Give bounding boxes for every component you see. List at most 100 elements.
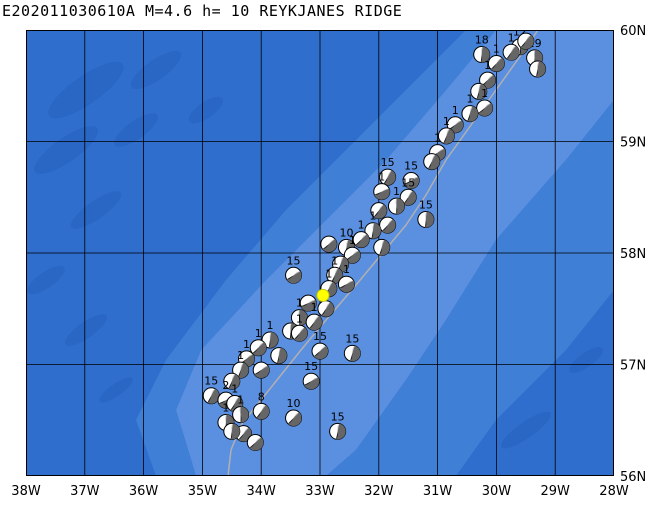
mechanism-depth-label: 1 [237,349,244,362]
focal-mechanism[interactable]: 18 [473,34,493,65]
focal-mechanism[interactable]: 1 [337,263,355,293]
x-tick-label: 29W [540,484,570,499]
mechanism-depth-label: 15 [404,160,418,173]
focal-mechanism[interactable]: 15 [417,199,437,230]
beachball-shade [252,342,267,356]
beachball-shade [335,423,346,440]
focal-mechanism[interactable]: 15 [311,330,330,361]
beachball-shade [395,198,405,215]
beachball-shade [490,57,505,72]
focal-mechanism[interactable]: 1 [343,234,362,265]
beachball-shade [355,234,370,248]
beachball-shade [506,45,520,61]
focal-mechanism[interactable]: 1 [461,93,481,125]
focal-mechanism[interactable]: 1 [232,349,252,381]
ridge-outer-band [136,30,496,476]
focal-mechanism[interactable]: 1 [352,219,372,250]
mechanism-depth-label: 15 [287,254,301,267]
mechanism-depth-label: 1 [349,234,356,247]
mechanism-depth-label: 1 [331,254,338,267]
mechanism-depth-label: 2 [222,379,229,392]
mechanism-depth-label: 1 [237,394,244,407]
beachball-shade [239,406,249,423]
focal-mechanism[interactable]: 15 [302,360,320,390]
focal-mechanism[interactable]: 10 [285,397,304,428]
map-canvas[interactable]: 1211911811111111515115115111011511111111… [26,20,614,477]
x-tick-label: 28W [599,484,629,499]
focal-mechanism[interactable] [373,238,393,258]
focal-mechanism[interactable] [252,361,270,379]
beachball-shade [383,170,396,186]
beachball-shade [448,120,464,133]
deep-water-patches [27,50,603,449]
beachball-shade [276,347,287,364]
focal-mechanism[interactable]: 15 [202,375,222,407]
mechanism-depth-label: 15 [381,156,395,169]
focal-mechanism[interactable]: 1 [290,297,309,328]
focal-mechanism[interactable] [223,422,243,442]
focal-mechanism[interactable] [470,82,490,102]
focal-mechanism[interactable]: 1 [487,42,507,73]
x-tick-label: 31W [423,484,453,499]
focal-mechanism[interactable]: 1 [373,171,391,201]
y-tick-label: 60N [620,24,646,39]
deep-patch [27,265,65,295]
beachball-shade [309,315,323,331]
map-border [26,30,614,476]
focal-mechanism[interactable]: 15 [402,160,420,190]
focal-mechanism[interactable] [370,202,390,222]
beachball-shade [321,302,334,317]
focal-mechanism[interactable]: 1 [437,115,457,147]
beachball-shade [480,46,490,63]
focal-mechanism[interactable]: 8 [252,390,272,422]
focal-mechanism[interactable] [320,235,339,254]
focal-mechanism[interactable]: 15 [343,332,363,364]
focal-mechanism[interactable]: 1 [305,301,325,333]
deep-patch [569,347,603,373]
focal-mechanism[interactable]: 1 [387,185,407,216]
focal-mechanism[interactable]: 1 [249,327,269,358]
focal-mechanism[interactable] [299,294,317,312]
mechanism-depth-label: 1 [222,401,229,414]
mechanism-depth-label: 8 [258,390,265,403]
mechanism-depth-label: 1 [311,301,318,314]
focal-mechanism[interactable] [317,300,337,320]
focal-mechanism[interactable] [246,434,265,453]
mechanism-depth-label: 1 [443,115,450,128]
focal-mechanism[interactable] [223,372,243,392]
focal-mechanism[interactable]: 1 [476,87,495,118]
beachball-shade [403,190,417,206]
focal-mechanism[interactable]: 15 [285,254,303,284]
focal-mechanism[interactable] [423,153,443,173]
beachball-shade [481,74,496,89]
beachball-shade [337,256,349,273]
focal-mechanism[interactable]: 15 [379,156,399,188]
focal-mechanism[interactable]: 1 [261,319,281,351]
mechanism-depth-label: 15 [419,199,433,212]
deep-patch [48,61,124,119]
deep-patch [70,191,122,229]
mechanism-depth-label: 10 [287,397,301,410]
focal-mechanism[interactable]: 1 [364,210,384,242]
beachball-shade [403,177,420,189]
focal-mechanism[interactable]: 1 [502,31,522,63]
focal-mechanism[interactable]: 1 [479,59,497,90]
y-tick-label: 59N [620,136,646,151]
focal-mechanism[interactable]: 1 [446,104,465,135]
focal-mechanism[interactable] [270,347,290,366]
mechanism-depth-label: 15 [331,410,345,423]
focal-mechanism[interactable]: 1 [232,394,251,425]
beachball-shade [379,239,390,256]
focal-mechanism[interactable] [379,216,399,236]
focal-mechanism[interactable]: 15 [399,176,419,208]
focal-mechanism[interactable] [529,60,549,80]
mechanism-depth-label: 15 [313,330,327,343]
deep-patch [188,96,224,124]
x-tick-label: 38W [11,484,41,499]
focal-mechanism[interactable]: 15 [329,410,349,442]
deep-patch [34,126,98,174]
beachball-shade [443,128,455,144]
mechanism-depth-label: 18 [475,34,489,47]
focal-mechanism[interactable]: 1 [290,312,310,344]
main-event-marker[interactable] [316,288,330,302]
